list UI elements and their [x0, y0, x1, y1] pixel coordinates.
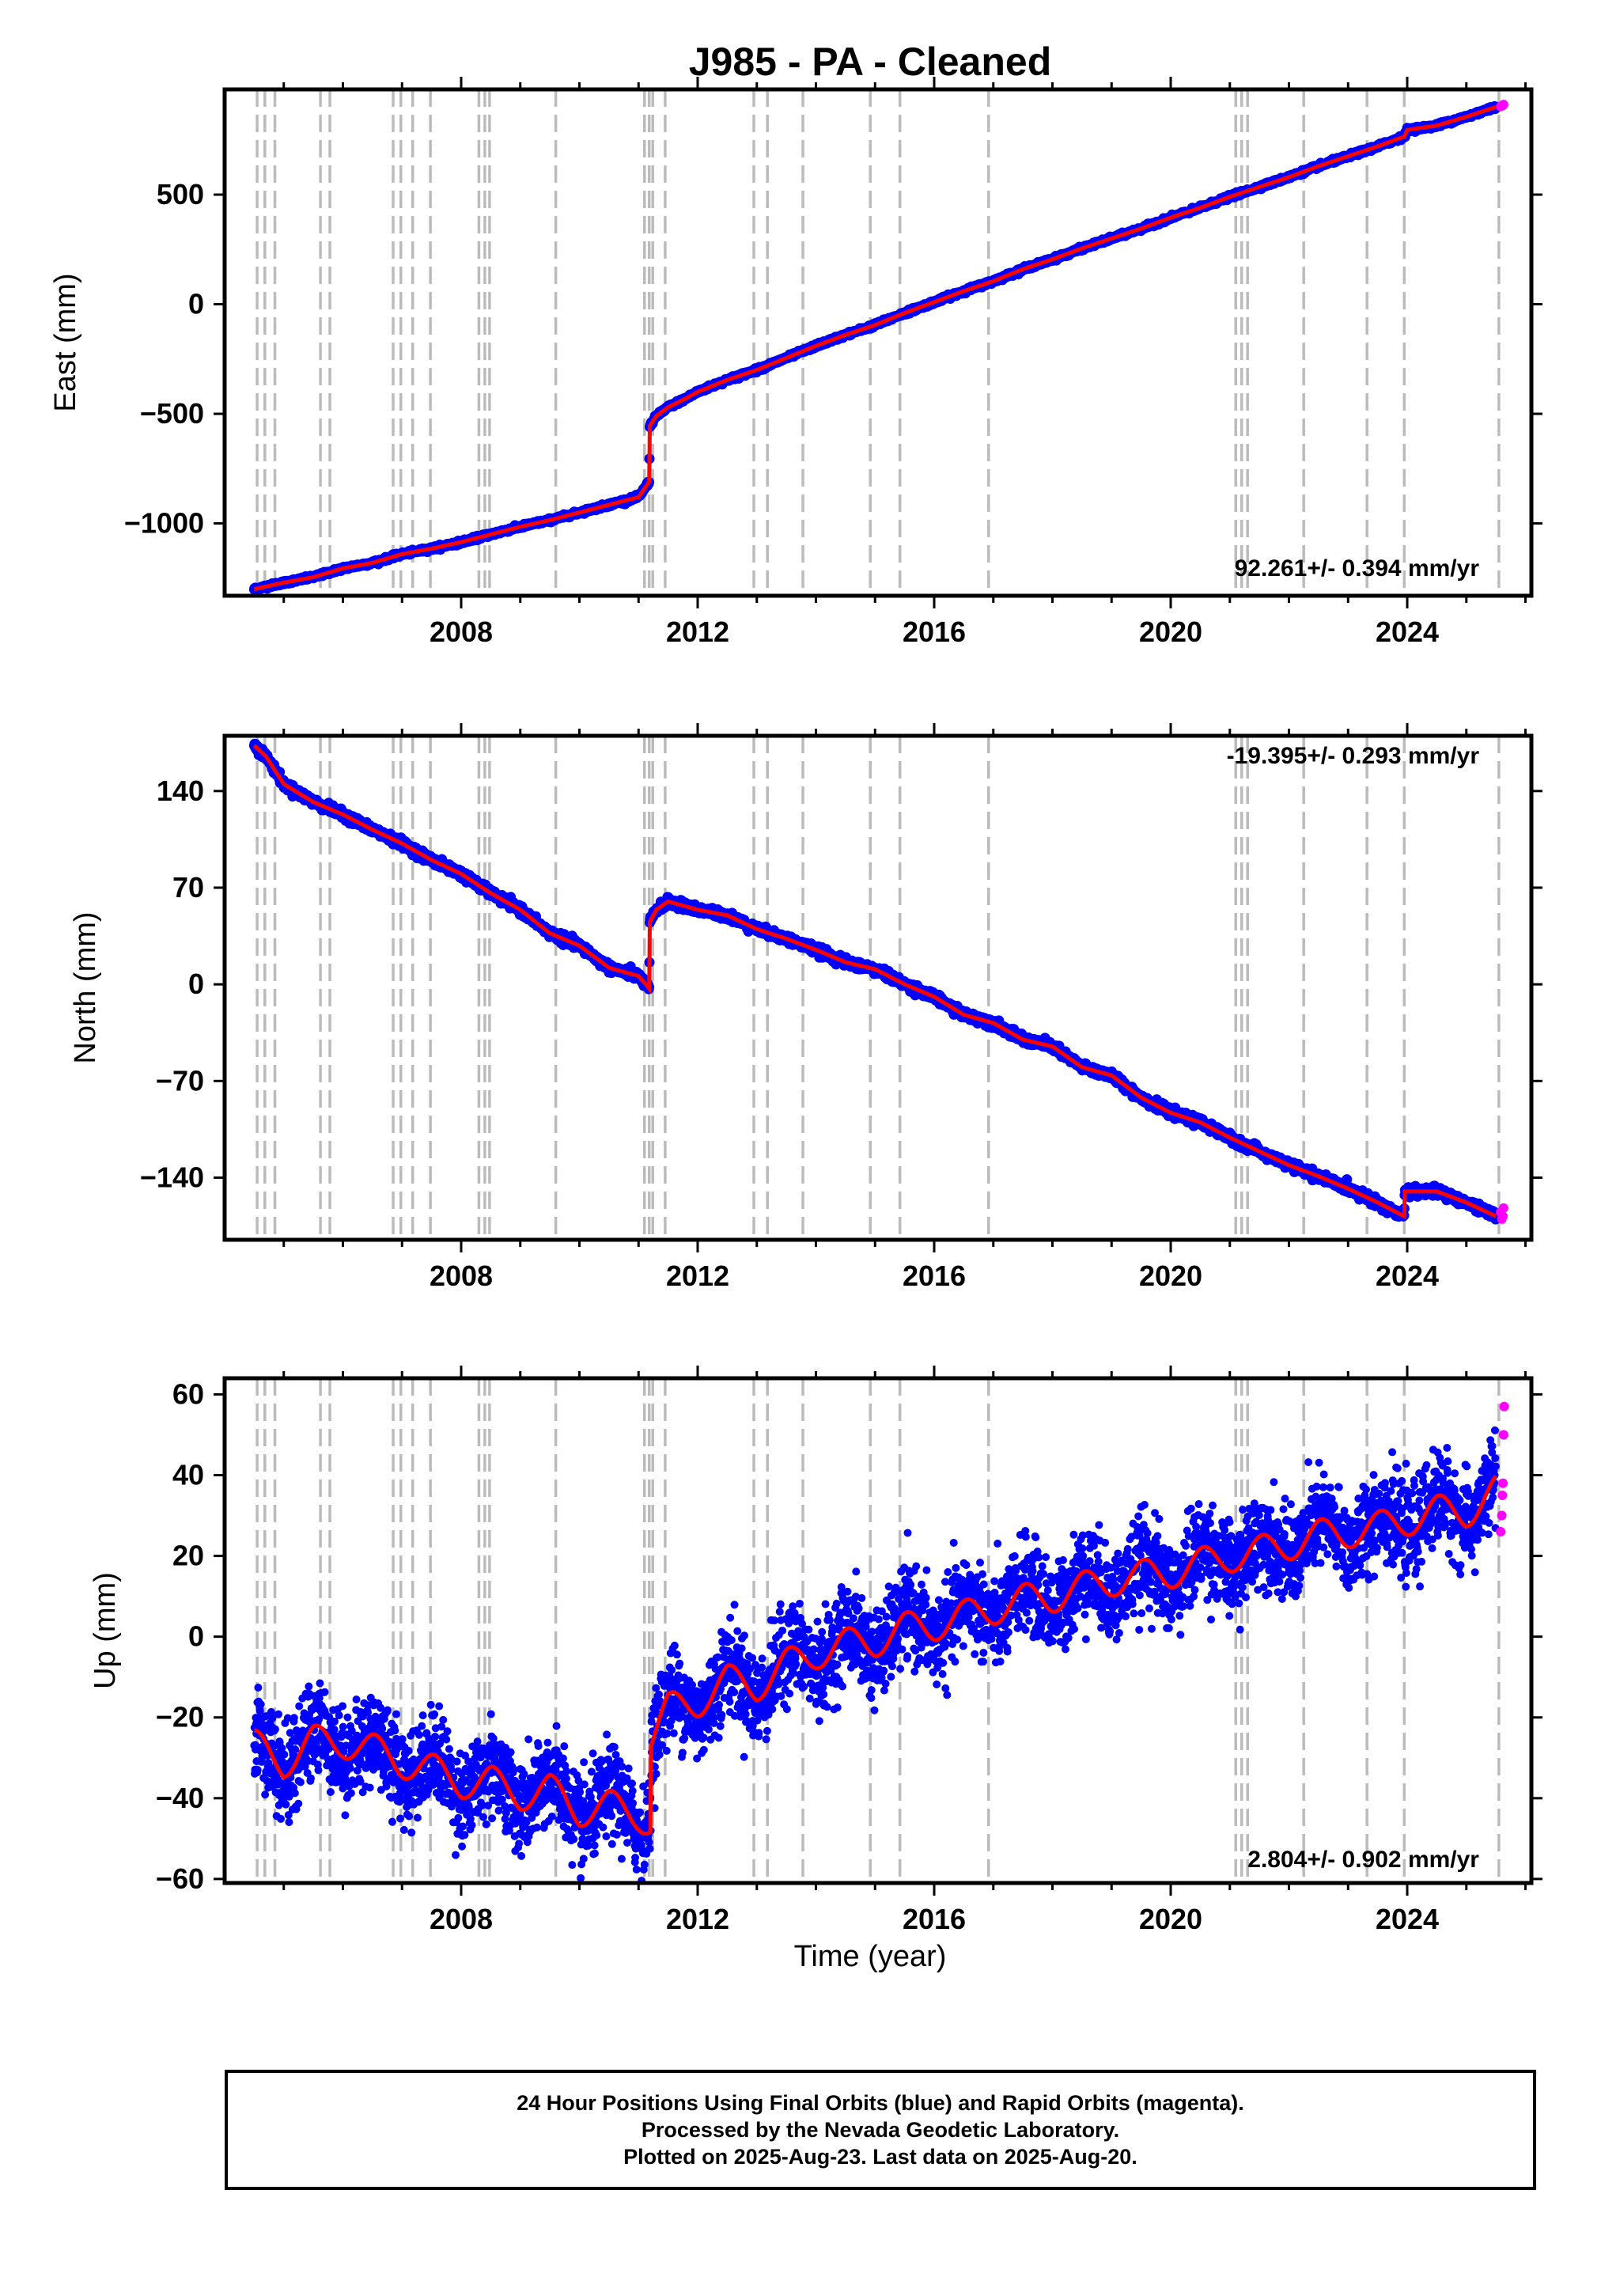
x-tick-label: 2016 — [903, 616, 966, 648]
y-tick-label: −1000 — [124, 507, 204, 540]
x-axis-label: Time (year) — [794, 1940, 947, 1973]
panel-2: 140 70 0 −70 −140 2008 2012 2016 2020 2024 North (… — [69, 723, 1542, 1292]
rapid-orbit-point — [1498, 1478, 1508, 1488]
x-tick-label: 2008 — [430, 1260, 493, 1292]
y-axis-label: Up (mm) — [89, 1572, 122, 1689]
rapid-orbit-point — [1498, 100, 1508, 110]
panel-3: 60 40 20 0 −20 −40 −60 2008 2012 2016 2020 2024 Up (… — [89, 1366, 1542, 1935]
rate-label: 92.261+/- 0.394 mm/yr — [1235, 555, 1480, 582]
model-line — [252, 744, 1497, 1220]
figure-title: J985 - PA - Cleaned — [689, 40, 1052, 84]
y-tick-label: 40 — [172, 1458, 204, 1491]
y-tick-label: 0 — [188, 288, 204, 320]
plot-frame — [222, 87, 1534, 598]
x-tick-label: 2012 — [666, 616, 729, 648]
caption-line-2: Processed by the Nevada Geodetic Laborat… — [641, 2118, 1120, 2142]
plot-frame — [222, 733, 1534, 1242]
final-orbit-scatter — [250, 1426, 1500, 1883]
panel-1: 500 0 −500 −1000 2008 2012 2016 2020 2024 East (m… — [49, 77, 1542, 648]
final-orbit-points — [250, 1426, 1500, 1883]
x-tick-label: 2020 — [1139, 1903, 1202, 1935]
y-tick-label: 0 — [188, 968, 204, 1000]
rapid-orbit-point — [1499, 1401, 1509, 1411]
x-tick-label: 2016 — [903, 1903, 966, 1935]
y-axis-label: North (mm) — [69, 911, 102, 1063]
y-tick-label: 60 — [172, 1377, 204, 1410]
final-orbit-points — [248, 738, 1501, 1225]
rate-label: -19.395+/- 0.293 mm/yr — [1227, 743, 1480, 769]
rapid-orbit-point — [1496, 1526, 1506, 1536]
rapid-orbit-point — [1498, 1203, 1508, 1213]
y-tick-label: −70 — [156, 1064, 204, 1097]
caption-line-3: Plotted on 2025-Aug-23. Last data on 202… — [623, 2145, 1137, 2169]
rapid-orbit-point — [1497, 1510, 1507, 1521]
y-tick-label: −60 — [156, 1862, 204, 1895]
step-lines — [255, 89, 1501, 596]
rapid-orbit-point — [1498, 1430, 1508, 1440]
x-tick-label: 2024 — [1376, 1903, 1439, 1935]
model-line — [254, 1474, 1498, 1836]
y-tick-label: 0 — [188, 1620, 204, 1653]
step-lines — [255, 736, 1501, 1240]
final-orbit-points — [248, 100, 1501, 596]
y-tick-label: 140 — [157, 775, 204, 807]
x-tick-label: 2012 — [666, 1260, 729, 1292]
final-orbit-scatter — [248, 100, 1501, 596]
rapid-orbit-point — [1498, 1211, 1508, 1222]
y-tick-label: −500 — [140, 397, 204, 430]
x-tick-label: 2020 — [1139, 616, 1202, 648]
x-tick-label: 2012 — [666, 1903, 729, 1935]
x-tick-label: 2024 — [1376, 616, 1439, 648]
final-orbit-scatter — [248, 738, 1501, 1225]
model-line — [253, 104, 1497, 592]
y-tick-label: −140 — [140, 1161, 204, 1193]
plot-frame — [222, 1376, 1534, 1885]
rate-label: 2.804+/- 0.902 mm/yr — [1247, 1847, 1479, 1873]
x-tick-label: 2020 — [1139, 1260, 1202, 1292]
caption-line-1: 24 Hour Positions Using Final Orbits (bl… — [517, 2091, 1244, 2115]
x-tick-label: 2008 — [430, 616, 493, 648]
x-tick-label: 2016 — [903, 1260, 966, 1292]
rapid-orbit-point — [1497, 1491, 1508, 1501]
y-tick-label: −40 — [156, 1782, 204, 1814]
y-tick-label: −20 — [156, 1701, 204, 1733]
y-axis-label: East (mm) — [49, 273, 82, 411]
x-tick-label: 2024 — [1376, 1260, 1439, 1292]
x-tick-label: 2008 — [430, 1903, 493, 1935]
y-tick-label: 70 — [172, 871, 204, 904]
y-tick-label: 20 — [172, 1540, 204, 1572]
caption-box: 24 Hour Positions Using Final Orbits (bl… — [225, 2070, 1536, 2190]
y-tick-label: 500 — [157, 178, 204, 210]
